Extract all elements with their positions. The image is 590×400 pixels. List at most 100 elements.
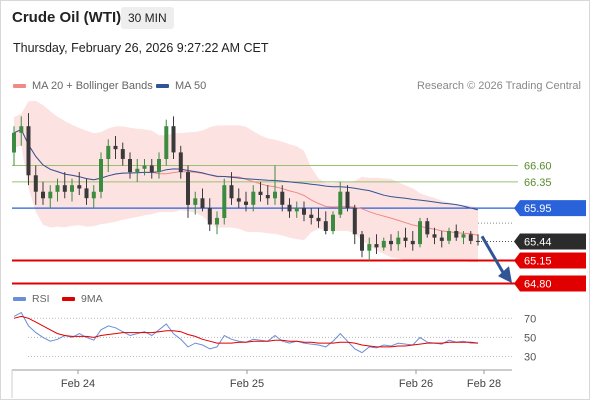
candle — [287, 198, 292, 218]
candle — [157, 152, 161, 179]
candle-body — [418, 221, 422, 245]
candle-body — [432, 234, 437, 238]
candle-body — [91, 191, 96, 199]
legend-ma20: MA 20 + Bollinger Bands — [13, 80, 153, 92]
candle — [106, 139, 111, 173]
candle-body — [287, 204, 292, 212]
candle — [381, 237, 386, 251]
candle — [128, 152, 132, 179]
candle — [265, 185, 270, 205]
candle — [338, 181, 343, 218]
timestamp: Thursday, February 26, 2026 9:27:22 AM C… — [13, 41, 269, 55]
candle — [302, 201, 306, 222]
instrument-title: Crude Oil (WTI) — [12, 9, 122, 26]
level-label-text: 66.60 — [524, 161, 552, 173]
candle — [113, 136, 118, 159]
candle-body — [302, 208, 306, 215]
candle — [207, 198, 212, 232]
x-tick-label: Feb 26 — [399, 378, 433, 390]
candle — [171, 116, 176, 159]
candle-body — [120, 149, 125, 159]
candle-body — [84, 188, 89, 199]
candle — [12, 126, 16, 166]
candle-body — [157, 159, 161, 173]
candle-body — [244, 201, 248, 205]
candle-body — [345, 191, 350, 209]
candle — [41, 181, 45, 205]
candle — [120, 142, 125, 166]
candle — [251, 185, 256, 212]
candle — [396, 231, 401, 251]
candle-body — [215, 217, 219, 225]
candle-body — [468, 234, 473, 241]
legend-ma50-label: MA 50 — [175, 80, 207, 92]
candle-body — [48, 191, 53, 199]
candle — [149, 158, 154, 179]
candle — [222, 178, 227, 225]
candle — [178, 145, 183, 179]
candle-body — [113, 145, 118, 150]
candle-body — [207, 208, 212, 225]
candle-body — [26, 126, 31, 176]
x-tick-label: Feb 24 — [61, 378, 95, 390]
candle — [418, 217, 422, 248]
rsi-tick-label: 30 — [524, 351, 536, 363]
candle-body — [149, 165, 154, 173]
candle-body — [77, 185, 82, 189]
candle-body — [265, 195, 270, 199]
candle-body — [410, 240, 415, 245]
candle-body — [41, 191, 45, 199]
candle — [439, 231, 444, 248]
level-label-text: 65.15 — [524, 256, 552, 268]
interval-button[interactable]: 30 MIN — [121, 7, 174, 29]
candle — [84, 178, 89, 205]
candle-body — [106, 145, 111, 159]
level-label-bg — [514, 252, 586, 269]
candle — [273, 165, 277, 205]
rsi-ma-swatch — [62, 297, 75, 301]
rsi-line — [13, 311, 478, 354]
candle — [309, 208, 314, 225]
candle-body — [403, 237, 408, 241]
candle-body — [316, 217, 321, 222]
candle — [135, 158, 140, 182]
candle — [280, 185, 285, 212]
candle-body — [280, 191, 285, 205]
candle — [432, 227, 437, 245]
level-label-65-15: 65.15 — [514, 252, 586, 269]
candle — [367, 237, 372, 261]
candle-body — [236, 198, 241, 202]
candle-body — [19, 126, 24, 133]
candle — [331, 211, 335, 235]
rsi-swatch — [13, 297, 26, 301]
candle — [454, 224, 459, 241]
projection-arrow-shaft — [480, 235, 506, 275]
candle — [193, 191, 198, 215]
candle — [294, 201, 299, 218]
candle — [70, 178, 74, 202]
candle-body — [178, 152, 183, 173]
candle — [99, 152, 103, 199]
candle — [345, 185, 350, 212]
rsi-ma-line — [13, 315, 479, 348]
candle-body — [360, 234, 364, 251]
candle-body — [476, 240, 480, 242]
candle-body — [193, 198, 198, 205]
candle-body — [258, 191, 263, 195]
candle-body — [251, 191, 256, 205]
candle-body — [55, 185, 60, 192]
candle — [244, 191, 248, 212]
candle-body — [309, 214, 314, 218]
rsi-tick-label: 70 — [524, 313, 536, 325]
level-label-65-44: 65.44 — [514, 233, 586, 250]
candle — [316, 208, 321, 228]
candle-body — [323, 221, 328, 231]
level-label-66-35: 66.35 — [524, 177, 552, 189]
level-label-text: 64.80 — [524, 278, 552, 290]
ma50-swatch — [156, 84, 169, 88]
level-label-65-95: 65.95 — [514, 200, 586, 217]
candle — [164, 119, 169, 166]
ma20-swatch — [13, 84, 26, 88]
candle — [229, 172, 234, 205]
candle-body — [352, 208, 357, 235]
